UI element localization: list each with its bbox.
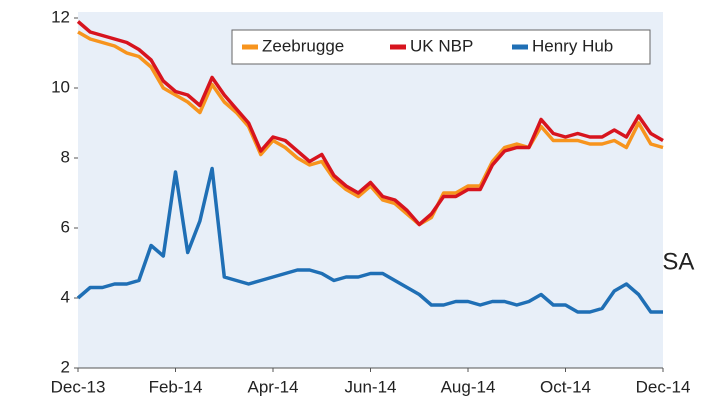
y-tick-label: 6 xyxy=(61,217,70,236)
legend-label: Henry Hub xyxy=(532,36,613,55)
legend-label: UK NBP xyxy=(410,36,473,55)
x-tick-label: Apr-14 xyxy=(247,377,298,396)
y-tick-label: 8 xyxy=(61,147,70,166)
x-tick-label: Aug-14 xyxy=(441,377,496,396)
y-tick-label: 12 xyxy=(51,7,70,26)
legend-box xyxy=(231,29,651,65)
line-series xyxy=(76,166,663,314)
y-tick-label: 4 xyxy=(61,287,70,306)
x-tick-label: Oct-14 xyxy=(540,377,591,396)
legend-label: Zeebrugge xyxy=(262,36,344,55)
x-tick-label: Jun-14 xyxy=(345,377,397,396)
y-tick-label: 2 xyxy=(61,357,70,376)
plot-area xyxy=(78,12,663,368)
x-tick-label: Feb-14 xyxy=(149,377,203,396)
x-tick-label: Dec-14 xyxy=(636,377,691,396)
line-series xyxy=(77,30,664,227)
y-tick-label: 10 xyxy=(51,77,70,96)
x-tick-label: Dec-13 xyxy=(51,377,106,396)
line-series xyxy=(76,20,664,227)
